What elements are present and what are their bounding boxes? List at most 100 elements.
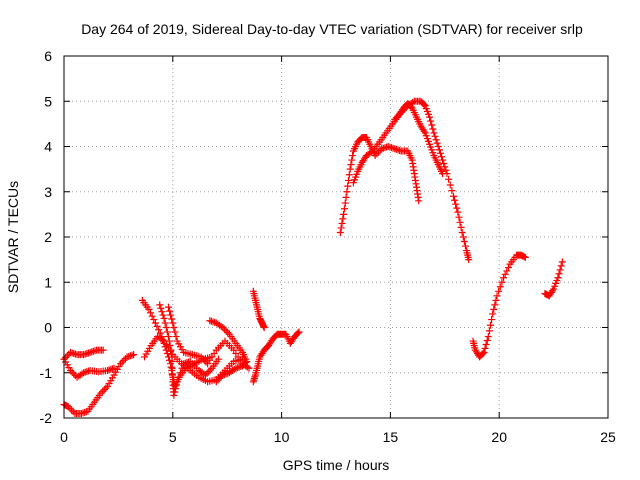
data-point xyxy=(156,301,164,309)
data-point xyxy=(99,387,107,395)
data-point xyxy=(168,357,176,365)
data-point xyxy=(170,391,178,399)
data-point xyxy=(347,161,355,169)
data-point xyxy=(175,373,183,381)
data-point xyxy=(150,316,158,324)
y-axis-label: SDTVAR / TECUs xyxy=(5,181,21,293)
data-point xyxy=(420,127,428,135)
data-point xyxy=(441,163,449,171)
data-point xyxy=(409,98,417,106)
data-point xyxy=(167,311,175,319)
data-point xyxy=(458,228,466,236)
data-point xyxy=(164,333,172,341)
data-point xyxy=(224,329,232,337)
data-point xyxy=(503,267,511,275)
data-point xyxy=(168,364,176,372)
grid xyxy=(64,56,608,418)
chart-title: Day 264 of 2019, Sidereal Day-to-day VTE… xyxy=(81,21,583,37)
data-point xyxy=(295,328,303,336)
data-point xyxy=(343,188,351,196)
data-point xyxy=(420,101,428,109)
data-point xyxy=(415,197,423,205)
data-point xyxy=(158,336,166,344)
data-point xyxy=(342,193,350,201)
data-point xyxy=(485,327,493,335)
series-arc-c xyxy=(60,351,138,417)
data-point xyxy=(428,121,436,129)
data-point xyxy=(167,346,175,354)
series-arc-m xyxy=(391,97,473,264)
data-point xyxy=(173,378,181,386)
x-tick-label: 25 xyxy=(600,429,616,445)
data-point xyxy=(479,350,487,358)
y-tick-label: -2 xyxy=(40,410,53,426)
data-point xyxy=(168,315,176,323)
series-arc-g xyxy=(164,303,253,372)
x-tick-label: 15 xyxy=(383,429,399,445)
series-arc-h xyxy=(206,317,251,386)
data-point xyxy=(374,148,382,156)
data-point xyxy=(345,171,353,179)
data-point xyxy=(440,159,448,167)
data-point xyxy=(396,110,404,118)
data-point xyxy=(451,196,459,204)
data-point xyxy=(429,125,437,133)
data-point xyxy=(556,266,564,274)
data-point xyxy=(159,311,167,319)
data-point xyxy=(63,352,71,360)
series-arc-i xyxy=(249,287,268,331)
data-point xyxy=(216,374,224,382)
data-point xyxy=(158,308,166,316)
data-point xyxy=(157,304,165,312)
data-point xyxy=(70,370,78,378)
data-point xyxy=(452,200,460,208)
data-point xyxy=(206,366,214,374)
data-point xyxy=(443,170,451,178)
data-point xyxy=(349,152,357,160)
data-point xyxy=(205,368,213,376)
data-point xyxy=(504,264,512,272)
data-point xyxy=(130,351,138,359)
data-point xyxy=(549,287,557,295)
data-point xyxy=(340,210,348,218)
data-point xyxy=(457,223,465,231)
data-point xyxy=(160,314,168,322)
data-point xyxy=(489,310,497,318)
data-point xyxy=(436,149,444,157)
series-arc-a xyxy=(60,346,107,363)
data-point xyxy=(399,107,407,115)
series-arc-j xyxy=(249,328,303,386)
data-point xyxy=(222,327,230,335)
series-arc-b xyxy=(60,355,118,381)
x-tick-label: 10 xyxy=(274,429,290,445)
data-point xyxy=(394,112,402,120)
data-point xyxy=(557,262,565,270)
data-point xyxy=(172,333,180,341)
data-point xyxy=(67,366,75,374)
data-point xyxy=(341,199,349,207)
data-point xyxy=(102,384,110,392)
data-point xyxy=(438,153,446,161)
data-point xyxy=(448,187,456,195)
data-point xyxy=(78,370,86,378)
data-point xyxy=(446,181,454,189)
data-point xyxy=(482,340,490,348)
data-point xyxy=(176,369,184,377)
data-point xyxy=(434,143,442,150)
data-point xyxy=(110,364,118,372)
data-point xyxy=(162,324,170,331)
y-tick-label: 3 xyxy=(44,184,52,200)
series-arc-k xyxy=(336,133,423,236)
data-point xyxy=(430,129,438,137)
data-point xyxy=(64,403,72,411)
data-point xyxy=(336,228,344,236)
data-point xyxy=(99,346,107,354)
data-point xyxy=(348,156,356,164)
x-axis-label: GPS time / hours xyxy=(283,457,390,473)
data-point xyxy=(120,356,128,364)
data-point xyxy=(460,238,468,246)
data-point xyxy=(260,324,268,331)
data-point xyxy=(397,109,405,117)
data-point xyxy=(555,270,563,278)
